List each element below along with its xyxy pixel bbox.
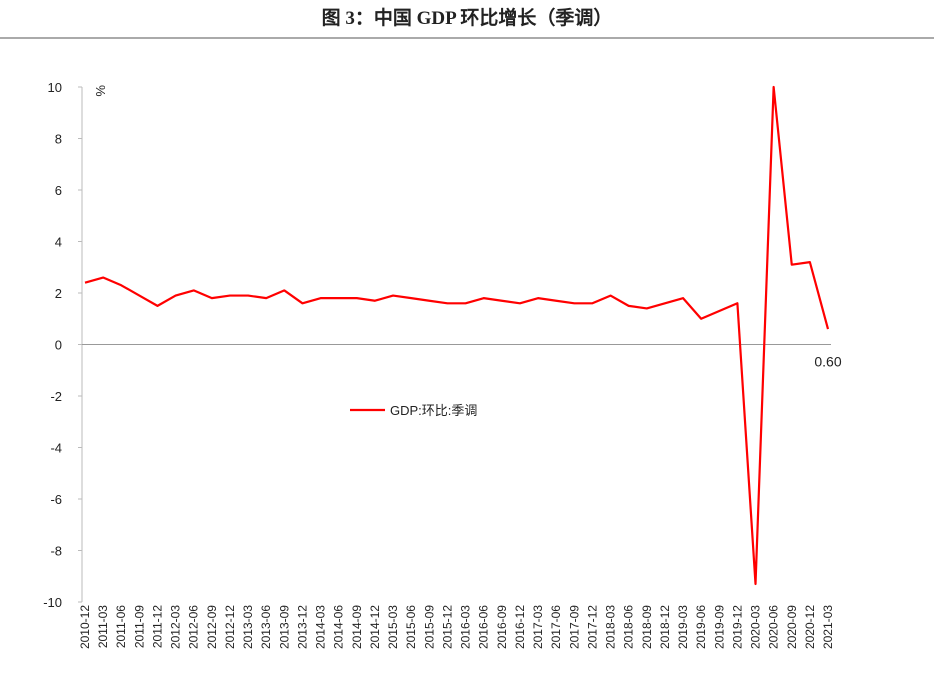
x-tick-label: 2017-03 (531, 605, 545, 649)
y-tick-label: -8 (50, 544, 62, 559)
x-tick-label: 2012-06 (187, 605, 201, 649)
x-tick-label: 2015-09 (422, 605, 436, 649)
x-tick-label: 2012-09 (205, 605, 219, 649)
x-tick-label: 2014-06 (332, 605, 346, 649)
x-tick-label: 2011-12 (150, 605, 164, 648)
data-line (84, 85, 830, 586)
x-tick-label: 2012-03 (169, 605, 183, 649)
y-tick-label: -2 (50, 389, 62, 404)
y-tick-label: 6 (55, 183, 62, 198)
x-tick-label: 2018-09 (640, 605, 654, 649)
x-tick-label: 2016-06 (477, 605, 491, 649)
chart-title: 图 3：中国 GDP 环比增长（季调） (322, 6, 613, 29)
x-tick-label: 2013-06 (259, 605, 273, 649)
y-tick-label: 4 (55, 235, 62, 250)
y-unit: % (93, 85, 108, 97)
x-tick-label: 2014-03 (314, 605, 328, 649)
x-tick-label: 2015-12 (440, 605, 454, 649)
legend-label: GDP:环比:季调 (390, 403, 477, 418)
x-tick-label: 2020-09 (785, 605, 799, 649)
x-tick-label: 2011-06 (114, 605, 128, 648)
x-tick-label: 2021-03 (821, 605, 835, 649)
y-tick-label: 0 (55, 338, 62, 353)
y-tick-label: -4 (50, 441, 62, 456)
x-tick-label: 2010-12 (78, 605, 92, 649)
y-tick-label: 8 (55, 132, 62, 147)
x-tick-label: 2017-06 (549, 605, 563, 649)
x-tick-label: 2015-06 (404, 605, 418, 649)
x-tick-label: 2013-12 (295, 605, 309, 649)
x-tick-label: 2017-12 (585, 605, 599, 649)
x-tick-label: 2018-06 (622, 605, 636, 649)
x-tick-label: 2019-12 (730, 605, 744, 649)
x-tick-label: 2014-12 (368, 605, 382, 649)
x-tick-label: 2011-03 (96, 605, 110, 648)
x-tick-label: 2020-06 (767, 605, 781, 649)
x-tick-label: 2018-12 (658, 605, 672, 649)
y-tick-label: -10 (43, 595, 62, 610)
x-tick-label: 2012-12 (223, 605, 237, 649)
x-tick-label: 2011-09 (132, 605, 146, 648)
y-tick-label: 10 (48, 80, 62, 95)
x-tick-label: 2016-09 (495, 605, 509, 649)
x-tick-label: 2017-09 (567, 605, 581, 649)
x-tick-label: 2019-03 (676, 605, 690, 649)
data-label: 0.60 (814, 354, 841, 370)
x-tick-label: 2014-09 (350, 605, 364, 649)
x-tick-label: 2013-03 (241, 605, 255, 649)
x-tick-label: 2016-12 (513, 605, 527, 649)
x-tick-label: 2018-03 (604, 605, 618, 649)
x-tick-label: 2019-09 (712, 605, 726, 649)
x-tick-label: 2015-03 (386, 605, 400, 649)
x-tick-label: 2020-12 (803, 605, 817, 649)
y-tick-label: -6 (50, 492, 62, 507)
x-tick-label: 2020-03 (749, 605, 763, 649)
x-tick-label: 2016-03 (459, 605, 473, 649)
y-tick-label: 2 (55, 286, 62, 301)
x-tick-label: 2013-09 (277, 605, 291, 649)
x-tick-label: 2019-06 (694, 605, 708, 649)
